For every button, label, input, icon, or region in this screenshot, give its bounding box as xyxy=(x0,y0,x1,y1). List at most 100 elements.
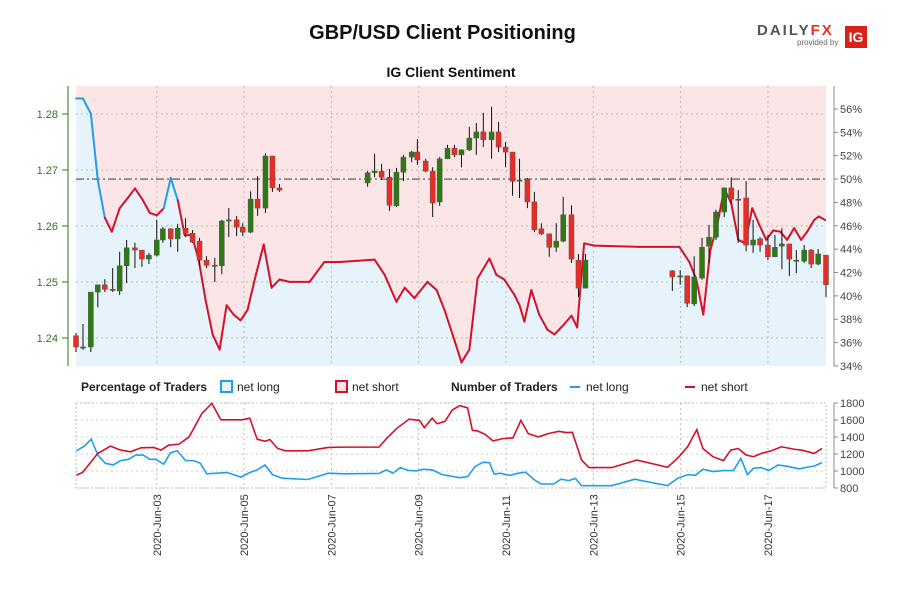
candle-down xyxy=(269,155,276,189)
candle-up xyxy=(721,187,728,213)
candle-up xyxy=(154,239,160,256)
candle-down xyxy=(684,275,690,304)
candle-down xyxy=(509,151,516,182)
candle-up xyxy=(262,155,269,209)
net-long-pct-segment xyxy=(162,176,172,210)
candle-up xyxy=(364,172,371,184)
net-long-pct-segment xyxy=(561,314,573,328)
candle-down xyxy=(546,233,552,248)
candle-up xyxy=(444,147,451,160)
candle-down xyxy=(669,270,676,278)
candle-down xyxy=(102,284,108,290)
net-long-pct-segment xyxy=(503,278,516,296)
net-long-pct-segment xyxy=(758,223,768,241)
pct-tick-label: 34% xyxy=(840,361,862,373)
pct-tick-label: 56% xyxy=(840,104,862,116)
candle-up xyxy=(116,265,123,292)
net-long-pct-segment xyxy=(772,229,782,233)
lower-panel-frame xyxy=(75,402,827,489)
net-long-pct-segment xyxy=(204,299,214,336)
candle-up xyxy=(713,211,719,238)
legend-swatch-long xyxy=(220,380,233,393)
price-tick-label: 1.24 xyxy=(37,333,58,345)
pct-tick-label: 50% xyxy=(840,174,862,186)
candle-down xyxy=(451,147,458,156)
logo-text-daily: DAILY xyxy=(757,22,811,39)
candle-down xyxy=(524,178,531,203)
net-long-pct-segment xyxy=(523,289,533,323)
x-tick-label: 2020-Jun-03 xyxy=(152,494,164,556)
count-tick-label: 1600 xyxy=(840,415,864,427)
net-long-pct-segment xyxy=(570,314,579,329)
net-long-pct-segment xyxy=(786,227,796,241)
candle-up xyxy=(560,214,566,242)
net-long-pct-segment xyxy=(246,273,257,311)
candle-up xyxy=(706,236,712,247)
net-long-pct-segment xyxy=(225,304,235,316)
dailyfx-logo: DAILYFX provided by IG xyxy=(757,22,869,48)
candle-up xyxy=(393,171,400,207)
candle-up xyxy=(408,151,415,158)
candle-down xyxy=(728,187,735,200)
count-tick-label: 1400 xyxy=(840,432,864,444)
price-tick-label: 1.25 xyxy=(37,277,58,289)
count-tick-label: 1800 xyxy=(840,398,864,410)
x-tick-label: 2020-Jun-05 xyxy=(239,494,251,556)
x-tick-label: 2020-Jun-13 xyxy=(588,494,600,556)
net-long-pct-segment xyxy=(403,286,416,300)
candle-up xyxy=(473,131,480,139)
candle-down xyxy=(808,249,814,265)
net-long-pct-segment xyxy=(513,293,521,307)
candle-up xyxy=(226,219,232,222)
net-long-pct-segment xyxy=(751,207,761,226)
candle-up xyxy=(488,131,495,141)
candle-up xyxy=(779,243,785,247)
net-long-pct-segment xyxy=(688,261,698,281)
net-long-pct-segment xyxy=(730,202,740,241)
legend-num-short: net short xyxy=(685,380,748,394)
candle-up xyxy=(212,264,218,267)
net-long-pct-segment xyxy=(435,289,446,311)
net-long-pct-segment xyxy=(383,273,398,303)
count-tick-label: 1200 xyxy=(840,449,864,461)
x-tick-label: 2020-Jun-07 xyxy=(326,494,338,556)
candle-up xyxy=(247,198,254,233)
net-long-pct-segment xyxy=(218,304,228,351)
count-tick-label: 800 xyxy=(840,483,858,495)
net-long-pct-segment xyxy=(338,258,376,264)
candle-up xyxy=(95,284,101,293)
candle-down xyxy=(786,243,793,260)
candle-up xyxy=(436,158,443,203)
candle-down xyxy=(502,146,509,153)
net-long-pct-segment xyxy=(695,278,705,316)
logo-text-fx: FX xyxy=(810,22,834,39)
candle-down xyxy=(386,177,393,206)
net-long-pct-segment xyxy=(818,215,827,221)
net-long-pct-segment xyxy=(518,304,526,323)
candle-up xyxy=(772,247,778,258)
candle-down xyxy=(73,335,79,348)
net-long-pct-segment xyxy=(413,280,429,300)
net-long-pct-segment xyxy=(270,278,281,289)
count-tick-label: 1000 xyxy=(840,466,864,478)
net-long-pct-segment xyxy=(239,308,249,322)
net-long-pct-segment xyxy=(800,230,809,241)
x-tick-label: 2020-Jun-17 xyxy=(763,494,775,556)
net-long-pct-segment xyxy=(488,257,498,276)
pct-tick-label: 38% xyxy=(840,314,862,326)
legend-num-long: net long xyxy=(570,380,629,394)
candle-up xyxy=(371,170,378,174)
net-long-pct-segment xyxy=(538,313,549,331)
net-long-pct-segment xyxy=(468,277,479,351)
net-long-pct-segment xyxy=(553,325,564,336)
net-long-pct-segment xyxy=(126,187,136,199)
x-tick-label: 2020-Jun-09 xyxy=(414,494,426,556)
candle-down xyxy=(743,197,749,246)
candle-down xyxy=(167,228,174,240)
net-long-pct-segment xyxy=(453,339,463,364)
net-long-area xyxy=(76,98,826,366)
net-long-pct-segment xyxy=(443,308,456,342)
candle-up xyxy=(699,247,705,279)
net-long-pct-segment xyxy=(395,286,406,303)
net-long-pct-segment xyxy=(779,230,789,241)
